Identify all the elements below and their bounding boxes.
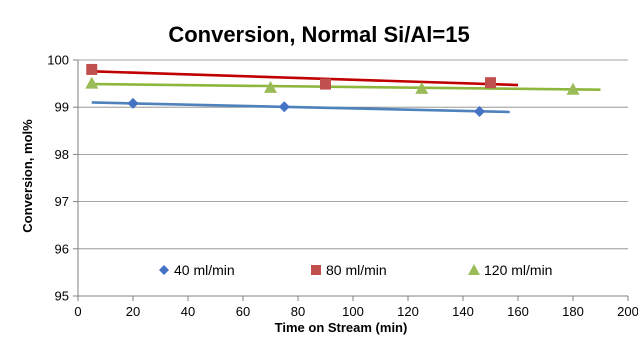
x-tick-label: 60 xyxy=(236,304,250,319)
y-tick-label: 96 xyxy=(55,241,69,256)
y-tick-label: 98 xyxy=(55,147,69,162)
x-tick-label: 180 xyxy=(562,304,584,319)
trendline-series-0 xyxy=(91,101,510,114)
trendline-series-1 xyxy=(91,70,519,87)
x-tick-label: 40 xyxy=(181,304,195,319)
x-tick-label: 140 xyxy=(452,304,474,319)
y-tick-label: 99 xyxy=(55,100,69,115)
data-point-series-0 xyxy=(127,97,139,109)
y-tick-label: 95 xyxy=(55,289,69,304)
data-point-series-0 xyxy=(474,105,485,117)
data-point-series-1 xyxy=(86,63,98,75)
data-point-series-1 xyxy=(485,77,496,89)
data-point-series-2 xyxy=(85,76,99,89)
legend-marker-0 xyxy=(159,265,169,275)
x-tick-label: 200 xyxy=(617,304,638,319)
x-tick-label: 160 xyxy=(507,304,529,319)
y-tick-label: 97 xyxy=(55,194,69,209)
chart-title: Conversion, Normal Si/Al=15 xyxy=(168,22,470,47)
x-tick-label: 20 xyxy=(126,304,140,319)
x-tick-label: 80 xyxy=(291,304,305,319)
legend-label-2: 120 ml/min xyxy=(484,262,552,278)
legend-label-1: 80 ml/min xyxy=(326,262,387,278)
x-tick-label: 0 xyxy=(74,304,81,319)
x-tick-label: 100 xyxy=(342,304,364,319)
data-point-series-0 xyxy=(278,101,290,113)
x-tick-label: 120 xyxy=(397,304,419,319)
trendline-series-2 xyxy=(91,82,601,92)
y-tick-label: 100 xyxy=(47,53,69,68)
legend-marker-1 xyxy=(311,265,321,275)
x-axis-title: Time on Stream (min) xyxy=(275,320,408,335)
data-point-series-1 xyxy=(320,78,331,90)
data-point-series-2 xyxy=(264,80,277,93)
data-point-series-2 xyxy=(566,82,580,95)
data-point-series-2 xyxy=(415,81,429,94)
legend-label-0: 40 ml/min xyxy=(174,262,235,278)
legend-marker-2 xyxy=(468,264,480,275)
y-axis-title: Conversion, mol% xyxy=(20,119,35,233)
